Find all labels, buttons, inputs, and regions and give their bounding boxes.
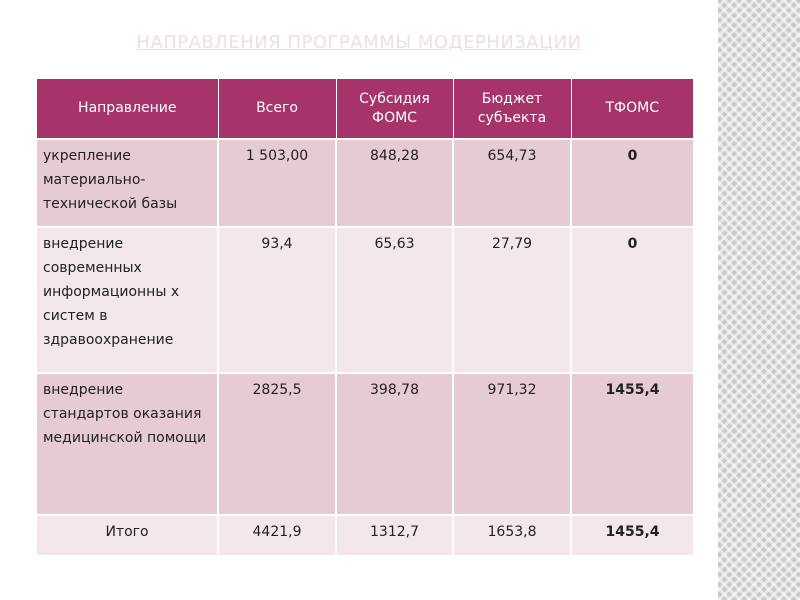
- cell-foms-subsidy: 848,28: [336, 138, 454, 227]
- cell-foms-subsidy: 65,63: [336, 226, 454, 373]
- header-tfoms: ТФОМС: [571, 79, 693, 139]
- cell-tfoms: 0: [571, 226, 693, 373]
- header-direction: Направление: [37, 79, 219, 139]
- cell-direction: внедрение стандартов оказания медицинско…: [37, 372, 219, 515]
- table-row: внедрение современных информационны х си…: [37, 226, 693, 373]
- table-row: укрепление материально-технической базы …: [37, 138, 693, 227]
- cell-tfoms: 1455,4: [571, 372, 693, 515]
- cell-regional-budget: 654,73: [453, 138, 572, 227]
- cell-tfoms: 0: [571, 138, 693, 227]
- total-label: Итого: [37, 514, 219, 555]
- cell-total: 93,4: [218, 226, 337, 373]
- header-total: Всего: [218, 79, 337, 139]
- table-total-row: Итого 4421,9 1312,7 1653,8 1455,4: [37, 514, 693, 555]
- total-sum: 4421,9: [218, 514, 337, 555]
- total-regional-budget: 1653,8: [453, 514, 572, 555]
- header-regional-budget: Бюджет субъекта: [453, 79, 572, 139]
- cell-total: 2825,5: [218, 372, 337, 515]
- table-header-row: Направление Всего Субсидия ФОМС Бюджет с…: [37, 79, 693, 139]
- total-tfoms: 1455,4: [571, 514, 693, 555]
- total-foms-subsidy: 1312,7: [336, 514, 454, 555]
- cell-total: 1 503,00: [218, 138, 337, 227]
- cell-regional-budget: 971,32: [453, 372, 572, 515]
- header-foms-subsidy: Субсидия ФОМС: [336, 79, 454, 139]
- decorative-side-strip: [718, 0, 800, 600]
- modernization-table: Направление Всего Субсидия ФОМС Бюджет с…: [37, 79, 693, 555]
- cell-direction: укрепление материально-технической базы: [37, 138, 219, 227]
- slide-title: Направления программы модернизации: [136, 32, 582, 53]
- cell-foms-subsidy: 398,78: [336, 372, 454, 515]
- cell-direction: внедрение современных информационны х си…: [37, 226, 219, 373]
- cell-regional-budget: 27,79: [453, 226, 572, 373]
- table-row: внедрение стандартов оказания медицинско…: [37, 372, 693, 515]
